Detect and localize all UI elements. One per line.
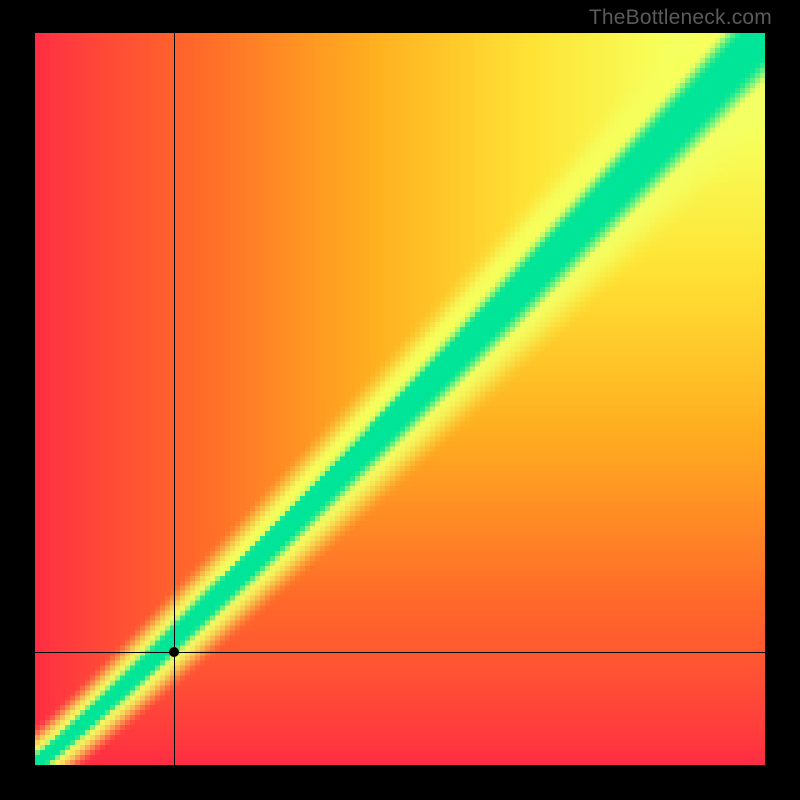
heatmap-plot (35, 33, 765, 765)
heatmap-canvas (35, 33, 765, 765)
chart-container: TheBottleneck.com (0, 0, 800, 800)
watermark-text: TheBottleneck.com (589, 6, 772, 30)
